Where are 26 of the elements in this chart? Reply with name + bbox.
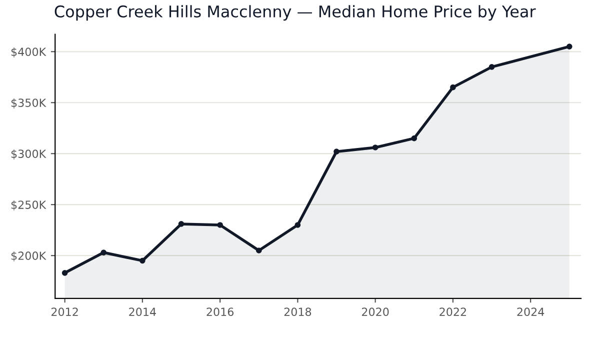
point — [334, 148, 340, 154]
point — [100, 250, 107, 256]
y-tick-label: $400K — [11, 47, 46, 58]
chart-title: Copper Creek Hills Macclenny — Median Home Price by Year — [54, 5, 536, 21]
y-tick-label: $350K — [11, 98, 46, 108]
point — [372, 144, 378, 150]
point — [140, 258, 146, 264]
y-tick-label: $300K — [11, 149, 46, 160]
point — [217, 222, 223, 228]
y-tick-label: $200K — [11, 251, 46, 262]
x-tick-label: 2022 — [440, 308, 466, 316]
point — [256, 248, 262, 254]
y-tick-label: $250K — [11, 200, 46, 210]
x-tick-label: 2020 — [362, 308, 389, 316]
x-tick-label: 2014 — [129, 308, 156, 316]
x-tick-label: 2024 — [517, 308, 544, 316]
point — [411, 135, 418, 142]
point — [294, 222, 301, 228]
point — [62, 270, 68, 276]
point — [178, 221, 184, 227]
x-tick-label: 2012 — [51, 308, 78, 316]
point — [566, 44, 572, 50]
x-tick-label: 2016 — [206, 308, 234, 316]
x-tick-label: 2018 — [284, 308, 312, 316]
point — [488, 64, 495, 70]
point — [450, 84, 456, 90]
